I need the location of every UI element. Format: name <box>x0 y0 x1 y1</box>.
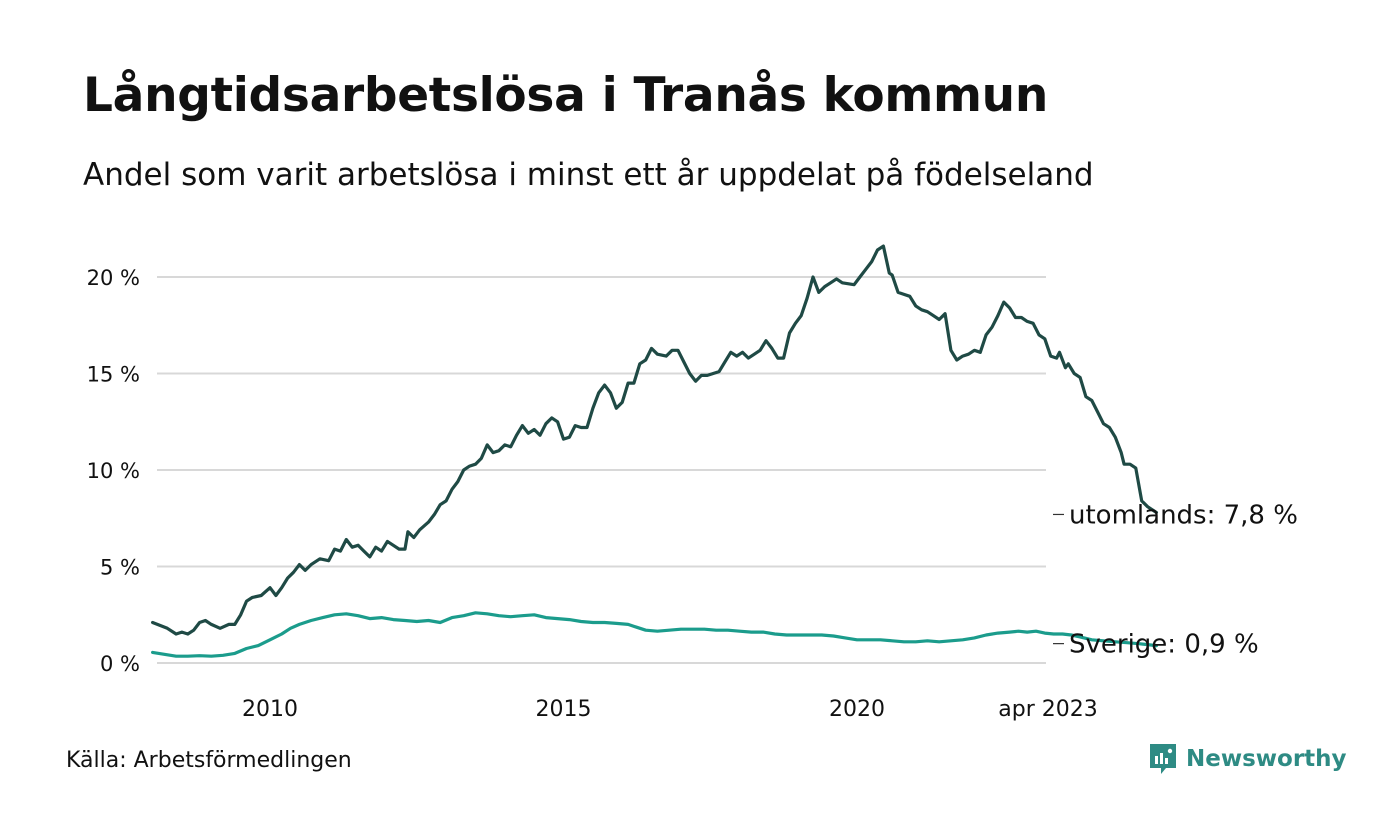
chart-subtitle: Andel som varit arbetslösa i minst ett å… <box>83 157 1094 193</box>
end-label-sverige: Sverige: 0,9 % <box>1069 630 1259 660</box>
x-tick-label: 2020 <box>829 697 885 722</box>
x-axis-tick-labels: 2010 2015 2020 apr 2023 <box>242 697 1098 722</box>
y-tick-label: 15 % <box>87 363 140 387</box>
y-tick-label: 20 % <box>87 266 140 290</box>
newsworthy-logo-icon <box>1150 744 1176 774</box>
source-note: Källa: Arbetsförmedlingen <box>66 748 352 773</box>
x-tick-label: 2015 <box>536 697 592 722</box>
x-tick-label: apr 2023 <box>998 697 1097 722</box>
brand-logo[interactable]: Newsworthy <box>1148 742 1347 776</box>
y-axis-tick-labels: 0 % 5 % 10 % 15 % 20 % <box>87 266 140 676</box>
brand-name: Newsworthy <box>1186 746 1347 772</box>
chart-title: Långtidsarbetslösa i Tranås kommun <box>83 68 1049 123</box>
y-tick-label: 10 % <box>87 459 140 483</box>
end-of-line-labels: utomlands: 7,8 % Sverige: 0,9 % <box>1053 500 1298 660</box>
x-tick-label: 2010 <box>242 697 298 722</box>
series-line-sverige <box>151 611 1158 658</box>
end-label-utomlands: utomlands: 7,8 % <box>1069 500 1298 530</box>
grid-lines <box>157 276 1046 664</box>
y-tick-label: 5 % <box>100 556 140 580</box>
series-line-utomlands <box>151 244 1158 636</box>
y-tick-label: 0 % <box>100 652 140 676</box>
series-lines <box>151 244 1158 658</box>
